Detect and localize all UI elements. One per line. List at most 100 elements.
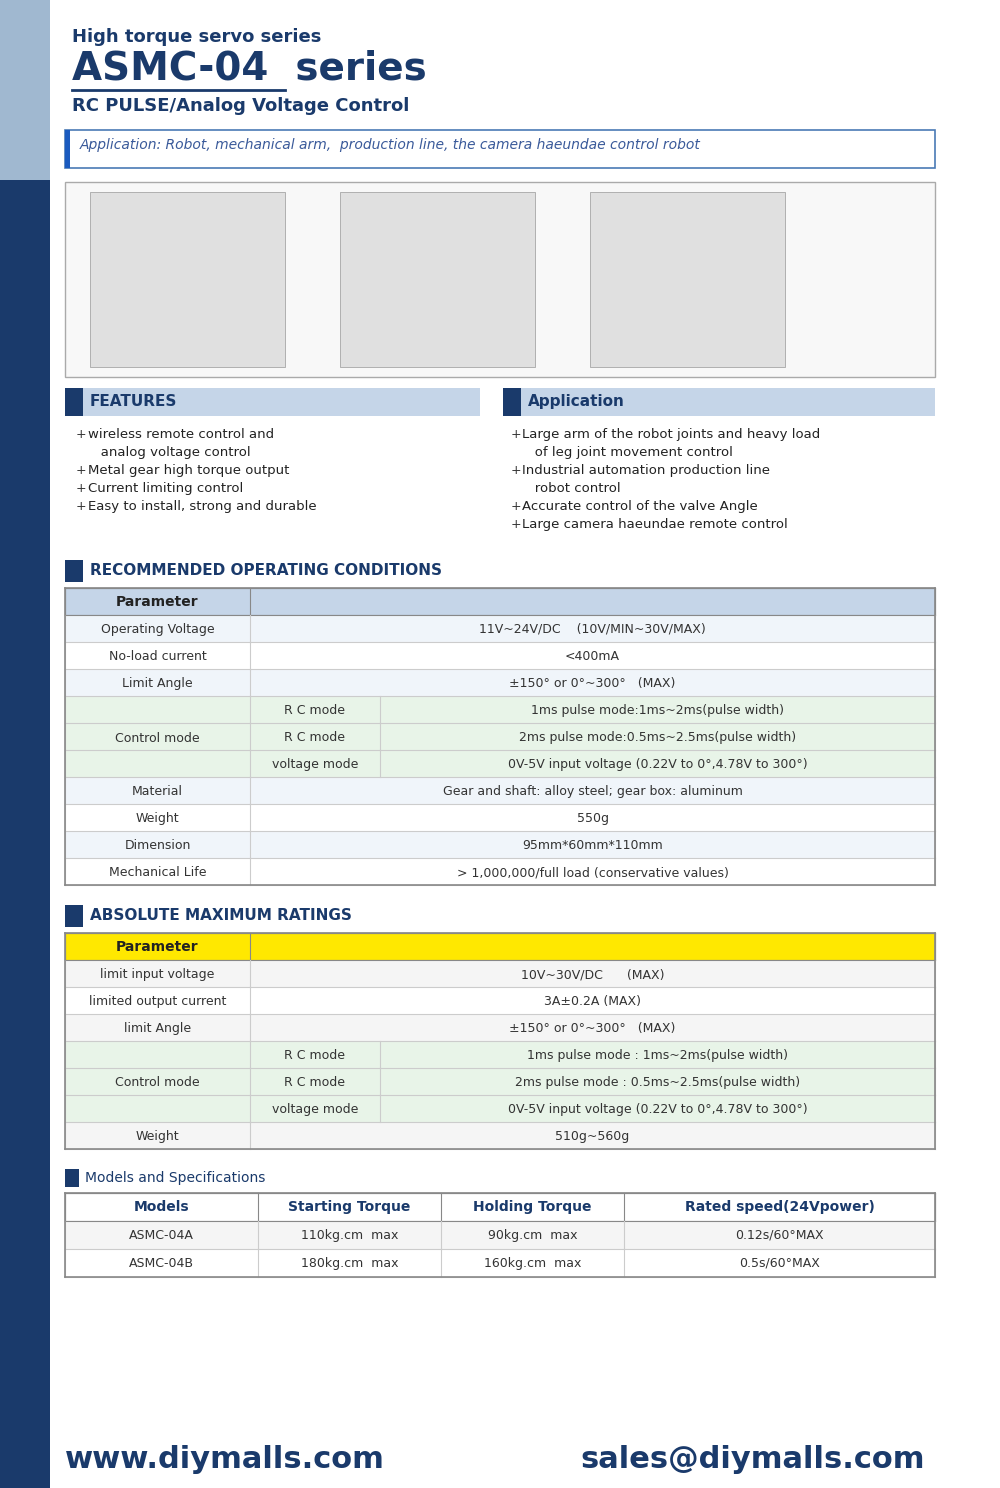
Text: Parameter: Parameter — [116, 940, 199, 954]
Bar — [65, 830, 935, 859]
Text: R C mode: R C mode — [285, 731, 346, 744]
Text: 95mm*60mm*110mm: 95mm*60mm*110mm — [522, 839, 663, 853]
Text: Current limiting control: Current limiting control — [88, 482, 243, 496]
Text: Weight: Weight — [136, 812, 179, 824]
Text: +: + — [76, 482, 87, 496]
Bar — [65, 1170, 79, 1187]
Text: of leg joint movement control: of leg joint movement control — [522, 446, 733, 458]
Text: 2ms pulse mode : 0.5ms~2.5ms(pulse width): 2ms pulse mode : 0.5ms~2.5ms(pulse width… — [515, 1076, 800, 1089]
Bar — [65, 750, 935, 777]
Text: robot control: robot control — [522, 482, 621, 496]
Bar — [65, 1042, 935, 1068]
Text: Rated speed(24Vpower): Rated speed(24Vpower) — [685, 1199, 874, 1214]
Bar — [90, 192, 285, 368]
Text: 180kg.cm  max: 180kg.cm max — [301, 1257, 398, 1269]
Text: R C mode: R C mode — [285, 704, 346, 717]
Text: +: + — [511, 518, 522, 531]
Text: Holding Torque: Holding Torque — [473, 1199, 592, 1214]
Text: +: + — [511, 464, 522, 478]
Bar — [65, 1222, 935, 1248]
Text: Models: Models — [134, 1199, 189, 1214]
Bar — [65, 182, 935, 376]
Bar — [65, 1095, 935, 1122]
Text: +: + — [511, 429, 522, 440]
Text: +: + — [76, 500, 87, 513]
Text: Gear and shaft: alloy steel; gear box: aluminum: Gear and shaft: alloy steel; gear box: a… — [443, 786, 742, 798]
Text: 160kg.cm  max: 160kg.cm max — [484, 1257, 581, 1269]
Text: Control mode: Control mode — [115, 1076, 200, 1089]
Text: +: + — [511, 500, 522, 513]
Text: High torque servo series: High torque servo series — [72, 28, 321, 46]
Text: Application: Robot, mechanical arm,  production line, the camera haeundae contro: Application: Robot, mechanical arm, prod… — [80, 138, 701, 152]
Text: limit input voltage: limit input voltage — [100, 969, 215, 981]
Bar — [65, 696, 935, 723]
Text: 1ms pulse mode:1ms~2ms(pulse width): 1ms pulse mode:1ms~2ms(pulse width) — [531, 704, 784, 717]
Bar — [65, 588, 935, 615]
Bar — [65, 1068, 935, 1095]
Text: ASMC-04  series: ASMC-04 series — [72, 51, 427, 88]
Text: <400mA: <400mA — [565, 650, 620, 664]
Text: sales@diymalls.com: sales@diymalls.com — [580, 1445, 924, 1475]
Text: 0V-5V input voltage (0.22V to 0°,4.78V to 300°): 0V-5V input voltage (0.22V to 0°,4.78V t… — [508, 757, 807, 771]
Bar — [65, 388, 83, 417]
Text: > 1,000,000/full load (conservative values): > 1,000,000/full load (conservative valu… — [457, 866, 728, 879]
Text: Starting Torque: Starting Torque — [288, 1199, 411, 1214]
Text: 2ms pulse mode:0.5ms~2.5ms(pulse width): 2ms pulse mode:0.5ms~2.5ms(pulse width) — [519, 731, 796, 744]
Text: limited output current: limited output current — [89, 995, 226, 1007]
Bar — [65, 641, 935, 670]
Text: 10V~30V/DC      (MAX): 10V~30V/DC (MAX) — [521, 969, 664, 981]
Bar — [590, 192, 785, 368]
Text: Industrial automation production line: Industrial automation production line — [522, 464, 770, 478]
Text: Control mode: Control mode — [115, 732, 200, 744]
Text: Limit Angle: Limit Angle — [122, 677, 193, 690]
Bar — [65, 1013, 935, 1042]
Text: ASMC-04A: ASMC-04A — [129, 1229, 194, 1242]
Bar — [65, 960, 935, 987]
Text: Models and Specifications: Models and Specifications — [85, 1171, 265, 1184]
Bar — [65, 804, 935, 830]
Text: 0.5s/60°MAX: 0.5s/60°MAX — [739, 1257, 820, 1269]
Text: R C mode: R C mode — [285, 1049, 346, 1062]
Text: 0V-5V input voltage (0.22V to 0°,4.78V to 300°): 0V-5V input voltage (0.22V to 0°,4.78V t… — [508, 1103, 807, 1116]
Text: Material: Material — [132, 786, 183, 798]
Bar — [65, 129, 70, 168]
Bar — [65, 615, 935, 641]
Text: Application: Application — [528, 394, 625, 409]
Text: Operating Voltage: Operating Voltage — [101, 623, 214, 635]
Bar — [65, 129, 935, 168]
Text: RECOMMENDED OPERATING CONDITIONS: RECOMMENDED OPERATING CONDITIONS — [90, 562, 442, 577]
Text: Large arm of the robot joints and heavy load: Large arm of the robot joints and heavy … — [522, 429, 820, 440]
Text: wireless remote control and: wireless remote control and — [88, 429, 274, 440]
Text: Accurate control of the valve Angle: Accurate control of the valve Angle — [522, 500, 758, 513]
Text: +: + — [76, 464, 87, 478]
Bar — [340, 192, 535, 368]
Text: 1ms pulse mode : 1ms~2ms(pulse width): 1ms pulse mode : 1ms~2ms(pulse width) — [527, 1049, 788, 1062]
Text: limit Angle: limit Angle — [124, 1022, 191, 1036]
Text: Easy to install, strong and durable: Easy to install, strong and durable — [88, 500, 317, 513]
Text: www.diymalls.com: www.diymalls.com — [65, 1445, 385, 1475]
Text: No-load current: No-load current — [109, 650, 206, 664]
Bar — [65, 1122, 935, 1149]
Text: 90kg.cm  max: 90kg.cm max — [488, 1229, 577, 1242]
Text: Dimension: Dimension — [124, 839, 191, 853]
Text: R C mode: R C mode — [285, 1076, 346, 1089]
Bar — [0, 180, 50, 1488]
Text: ASMC-04B: ASMC-04B — [129, 1257, 194, 1269]
Text: 110kg.cm  max: 110kg.cm max — [301, 1229, 398, 1242]
Text: voltage mode: voltage mode — [272, 757, 358, 771]
Text: Parameter: Parameter — [116, 595, 199, 609]
Text: RC PULSE/Analog Voltage Control: RC PULSE/Analog Voltage Control — [72, 97, 409, 115]
Bar — [65, 933, 935, 960]
Text: Metal gear high torque output: Metal gear high torque output — [88, 464, 289, 478]
Bar — [65, 670, 935, 696]
Text: Large camera haeundae remote control: Large camera haeundae remote control — [522, 518, 788, 531]
Text: ±150° or 0°~300°   (MAX): ±150° or 0°~300° (MAX) — [509, 677, 676, 690]
Bar — [503, 388, 521, 417]
Text: Mechanical Life: Mechanical Life — [109, 866, 206, 879]
Bar — [65, 905, 83, 927]
Bar — [65, 987, 935, 1013]
Bar — [503, 388, 935, 417]
Text: ABSOLUTE MAXIMUM RATINGS: ABSOLUTE MAXIMUM RATINGS — [90, 908, 352, 923]
Bar — [65, 1193, 935, 1222]
Bar — [65, 559, 83, 582]
